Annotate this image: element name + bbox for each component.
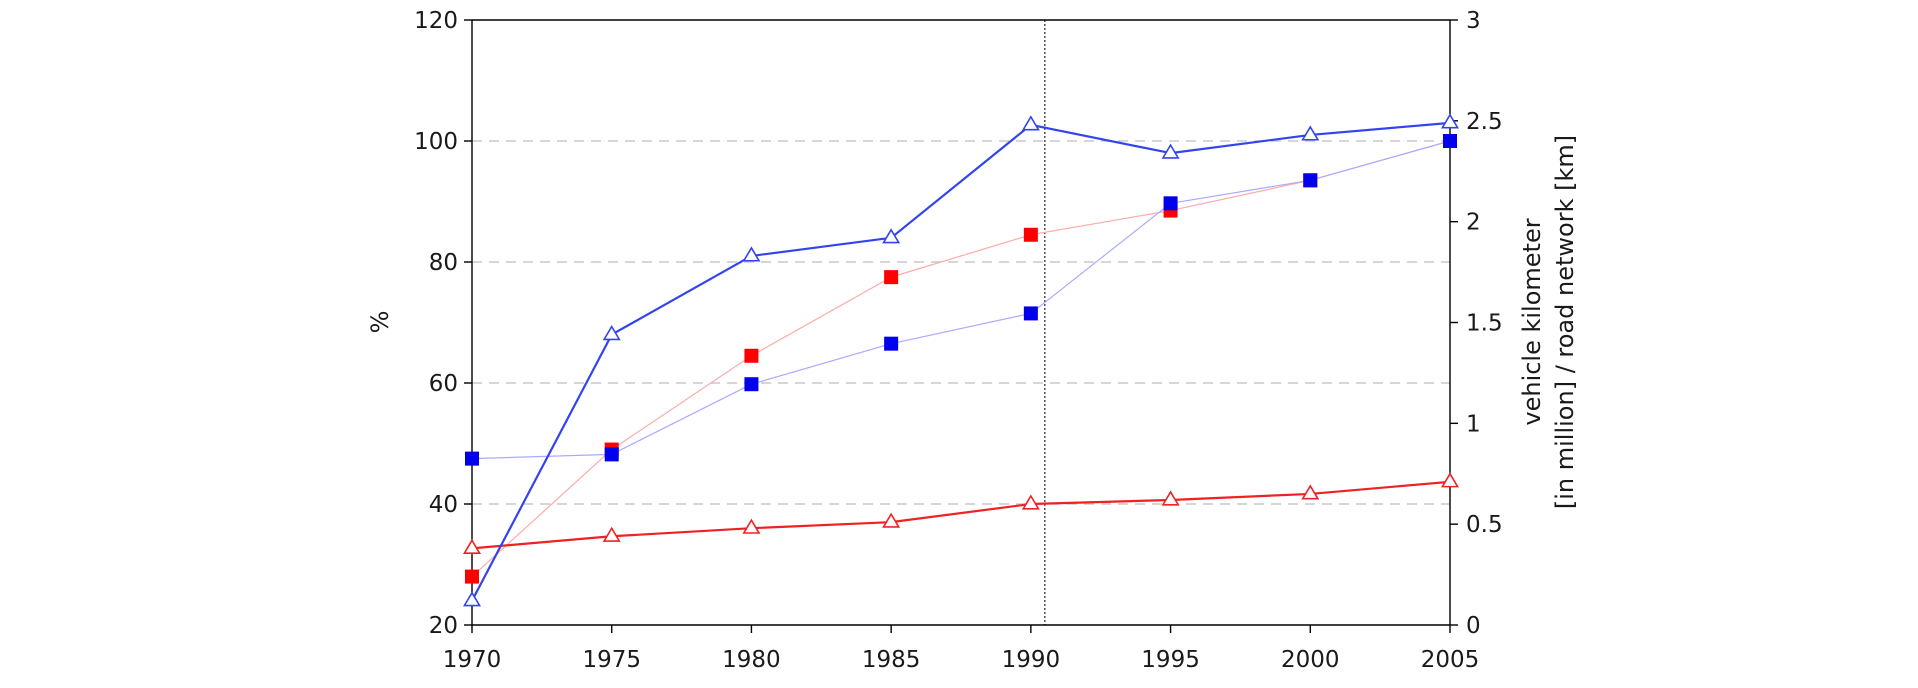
- y2-tick-label: 3: [1466, 8, 1481, 34]
- series-1-point: [465, 569, 479, 584]
- series-2-point: [1303, 173, 1318, 188]
- series-3-point: [1021, 494, 1040, 510]
- x-tick-label: 2000: [1281, 647, 1340, 673]
- x-tick-label: 1980: [722, 647, 781, 673]
- y2-tick-label: 1.5: [1466, 311, 1503, 337]
- grid-lines: [472, 140, 1450, 505]
- series-markers: [462, 113, 1460, 607]
- series-4-point: [462, 591, 482, 607]
- series-1-point: [744, 348, 759, 363]
- series-2-point: [465, 451, 479, 466]
- series-1-point: [1023, 227, 1038, 242]
- series-1-line: [471, 140, 1451, 578]
- series-3-point: [882, 512, 901, 528]
- series-2-point: [1163, 196, 1178, 211]
- x-tick-label: 1995: [1141, 647, 1200, 673]
- y2-tick-label: 2.5: [1466, 109, 1503, 135]
- y2-axis-title-line2: [in million] / road network [km]: [1551, 135, 1579, 509]
- y2-axis-title-line1: vehicle kilometer: [1518, 218, 1546, 425]
- y2-tick-label: 0: [1466, 613, 1481, 639]
- series-2-point: [1023, 306, 1038, 321]
- series-3-point: [462, 538, 482, 554]
- series-4-point: [602, 325, 621, 341]
- y-tick-label: 120: [414, 8, 458, 34]
- x-tick-label: 1975: [582, 647, 641, 673]
- series-3-point: [742, 518, 761, 534]
- series-2-point: [1443, 134, 1457, 148]
- series-2-point: [604, 447, 619, 462]
- series-4-point: [1161, 143, 1180, 159]
- series-2-point: [884, 336, 899, 351]
- series-4-point: [1440, 113, 1460, 129]
- series-3-point: [602, 526, 621, 542]
- y-tick-label: 20: [429, 613, 458, 639]
- series-2-line: [471, 140, 1451, 460]
- x-tick-label: 2005: [1421, 647, 1480, 673]
- x-tick-label: 1985: [862, 647, 921, 673]
- series-4-point: [1021, 115, 1040, 131]
- series-4-point: [882, 228, 901, 244]
- tick-labels: 20 40 60 80 100 120 0 0.5 1 1.5 2 2.5 3 1970 1975 1980 1…: [414, 8, 1502, 673]
- y-tick-label: 40: [429, 492, 458, 518]
- series-4-point: [1301, 125, 1320, 141]
- y-tick-label: 80: [429, 250, 458, 276]
- series-3-line: [471, 480, 1451, 550]
- series-2-point: [744, 377, 759, 392]
- x-tick-label: 1990: [1002, 647, 1061, 673]
- y-tick-label: 100: [414, 129, 458, 155]
- series-3-point: [1440, 472, 1460, 488]
- series-3-point: [1161, 490, 1180, 506]
- series-1-point: [884, 270, 899, 285]
- series-lines: [471, 121, 1451, 602]
- series-3-point: [1301, 484, 1320, 500]
- series-4-line: [471, 121, 1451, 602]
- y-tick-label: 60: [429, 371, 458, 397]
- y-axis-title: %: [366, 311, 394, 334]
- series-4-point: [742, 246, 761, 262]
- y2-tick-label: 2: [1466, 210, 1481, 236]
- x-tick-label: 1970: [443, 647, 502, 673]
- y2-tick-label: 1: [1466, 411, 1481, 437]
- y2-tick-label: 0.5: [1466, 512, 1503, 538]
